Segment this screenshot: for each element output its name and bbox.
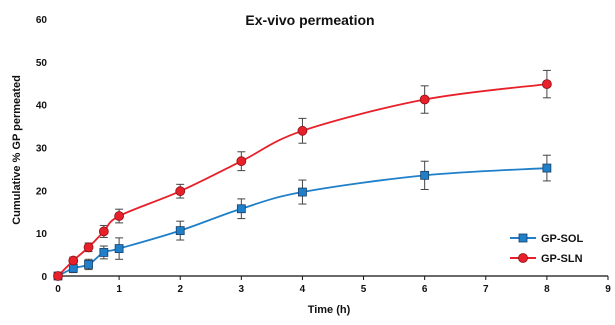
data-point [68, 263, 78, 273]
x-tick-label: 5 [361, 284, 367, 295]
y-tick-label: 20 [36, 186, 48, 197]
data-point [175, 226, 185, 235]
data-point [541, 79, 552, 90]
data-point [99, 248, 109, 257]
series-layer [53, 69, 552, 281]
data-point [542, 163, 552, 173]
legend-item-gp-sln: GP-SLN [510, 253, 583, 265]
y-tick-label: 50 [36, 58, 48, 69]
y-tick-label: 60 [36, 15, 48, 26]
legend-marker [518, 233, 528, 243]
y-tick-label: 40 [36, 101, 48, 112]
data-point [53, 271, 63, 281]
data-point [298, 187, 307, 197]
data-point [420, 170, 430, 180]
legend: GP-SOL GP-SLN [510, 233, 583, 265]
legend-marker [518, 253, 528, 263]
legend-item-gp-sol: GP-SOL [510, 233, 583, 245]
x-tick-label: 4 [300, 284, 306, 295]
x-tick-label: 3 [239, 284, 245, 295]
legend-label: GP-SOL [541, 233, 583, 245]
data-point [84, 260, 93, 269]
y-tick-label: 10 [36, 229, 48, 240]
x-tick-label: 6 [422, 284, 428, 295]
y-tick-label: 30 [36, 144, 48, 155]
x-tick-label: 1 [116, 284, 122, 295]
y-axis-label: Cumulative % GP permeated [11, 75, 23, 225]
x-axis-label: Time (h) [308, 304, 351, 316]
data-point [236, 156, 247, 167]
x-tick-label: 2 [177, 284, 183, 295]
data-point [297, 125, 308, 136]
series-gp-sol [53, 154, 552, 281]
data-point [114, 211, 125, 221]
data-point [83, 242, 94, 253]
data-point [98, 226, 109, 237]
chart-title: Ex-vivo permeation [245, 12, 374, 28]
data-point [175, 186, 186, 197]
x-tick-label: 0 [55, 284, 61, 295]
x-tick-label: 8 [544, 284, 550, 295]
data-point [114, 244, 124, 253]
data-point [419, 94, 430, 105]
series-gp-sln [53, 69, 552, 281]
legend-label: GP-SLN [541, 253, 583, 265]
x-tick-label: 7 [483, 284, 489, 295]
y-tick-label: 0 [41, 272, 47, 283]
x-tick-label: 9 [605, 284, 611, 295]
data-point [68, 255, 79, 266]
axes: 0 1 2 3 4 5 6 7 8 9 0 10 20 30 40 50 60 [36, 15, 611, 295]
data-point [236, 204, 246, 214]
